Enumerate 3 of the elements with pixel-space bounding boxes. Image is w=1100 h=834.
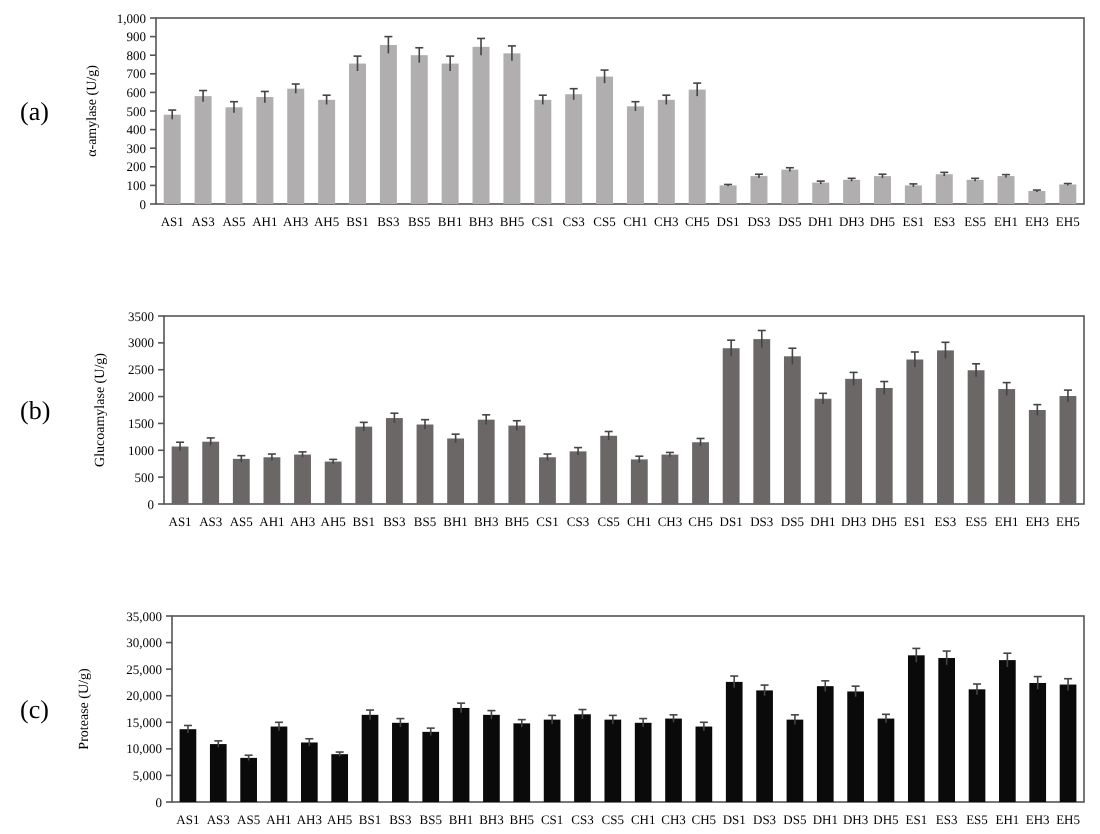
text: (b) bbox=[20, 395, 51, 426]
text: (c) bbox=[20, 694, 49, 725]
text: (a) bbox=[20, 96, 49, 127]
